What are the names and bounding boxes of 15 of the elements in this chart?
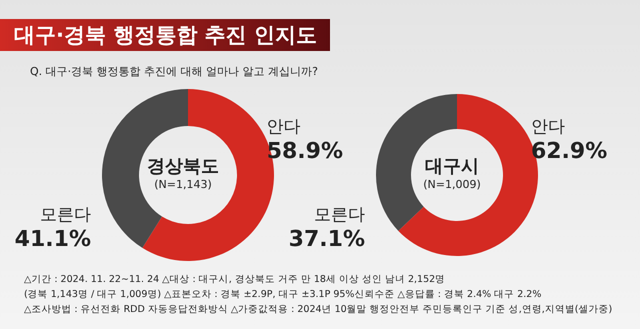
- slice-label: 모른다: [314, 205, 365, 225]
- slice-label: 안다: [530, 117, 565, 137]
- text: (N=1,143): [154, 178, 212, 191]
- text: (N=1,009): [423, 178, 481, 191]
- data-label: 37.1%: [288, 227, 365, 252]
- slice-label: 안다: [266, 117, 301, 137]
- slice-label: 모른다: [40, 205, 91, 225]
- text: (경북 1,143명 / 대구 1,009명) △표본오차 : 경북 ±2.9P, 대구 ±3.1P 95%신뢰수준 △응답률 : 경북 2.4% 대구 2.2%: [24, 288, 542, 302]
- text: △기간 : 2024. 11. 22~11. 24 △대상 : 대구시, 경상북도 거주 만 18세 이상 성인 남녀 2,152명: [24, 273, 446, 287]
- text: △조사방법 : 유선전화 RDD 자동응답전화방식 △가중값적용 : 2024년 10월말 행정안전부 주민등록인구 기준 성,연령,지역별(셀가중): [24, 303, 614, 317]
- chart-title: 대구·경북 행정통합 추진 인지도: [0, 19, 330, 51]
- chart-subtitle: Q. 대구·경북 행정통합 추진에 대해 얼마나 알고 계십니까?: [30, 64, 318, 79]
- text: 대구시: [425, 156, 479, 177]
- data-label: 41.1%: [14, 227, 91, 252]
- text: 경상북도: [147, 156, 219, 177]
